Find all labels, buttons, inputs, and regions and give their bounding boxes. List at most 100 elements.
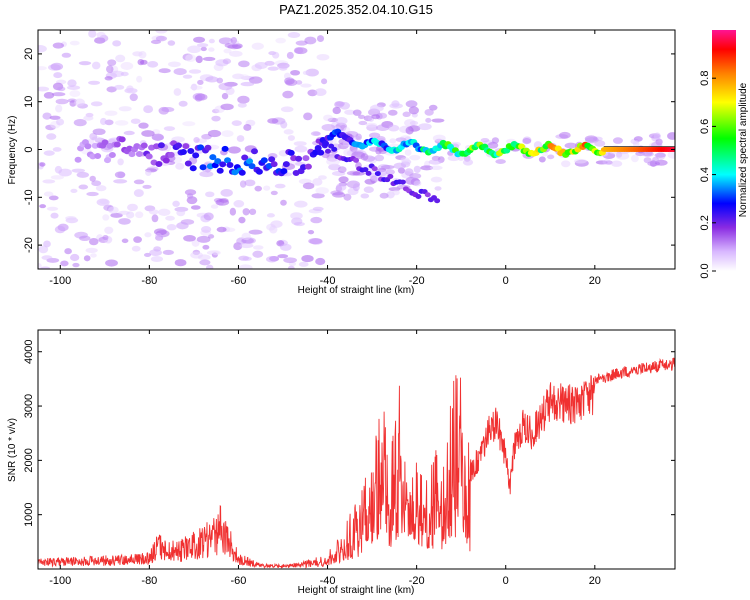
- colorbar-tick-label: 0.4: [699, 167, 711, 182]
- spectrogram-noise-cell: [89, 132, 98, 141]
- spectrogram-ridge-cell: [374, 171, 381, 177]
- spectrogram-noise-cell: [318, 175, 327, 180]
- spectrogram-noise-cell: [428, 104, 438, 111]
- spectrogram-noise-cell: [205, 76, 219, 83]
- spectrogram-noise-cell: [46, 206, 59, 211]
- spectrogram-noise-cell: [144, 232, 152, 238]
- spectrogram-noise-cell: [85, 247, 98, 253]
- spectrogram-noise-cell: [387, 124, 400, 132]
- spectrogram-noise-cell: [42, 179, 56, 184]
- spectrogram-noise-cell: [352, 109, 362, 116]
- spectrogram-noise-cell: [150, 255, 164, 262]
- spectrogram-noise-cell: [185, 54, 197, 62]
- spectrogram-noise-cell: [266, 256, 278, 263]
- spectrogram-noise-cell: [143, 105, 154, 114]
- spectrogram-noise-cell: [632, 140, 640, 148]
- spectrogram-noise-cell: [221, 92, 229, 100]
- spectrogram-noise-cell: [237, 95, 250, 104]
- spectrogram-noise-cell: [321, 123, 336, 131]
- spectrogram-noise-cell: [76, 171, 89, 178]
- spectrogram-noise-cell: [280, 199, 287, 206]
- spectrogram-noise-cell: [74, 98, 85, 107]
- spectrogram-noise-cell: [71, 168, 86, 173]
- spectrogram-ridge-cell: [371, 166, 378, 172]
- spectrogram-noise-cell: [147, 60, 159, 68]
- spectrogram-ridge-cell: [322, 140, 330, 147]
- spectrogram-ridge-cell: [113, 141, 121, 148]
- spectrogram-noise-cell: [193, 137, 200, 144]
- spectrogram-noise-cell: [110, 70, 125, 78]
- snr-x-tick-label: 0: [503, 575, 509, 587]
- spectrogram-ridge-cell: [135, 151, 143, 158]
- spectrogram-noise-cell: [237, 102, 247, 108]
- spectrogram-noise-cell: [162, 249, 175, 255]
- spectrogram-ridge-cell: [101, 139, 109, 146]
- spectrogram-noise-cell: [307, 229, 315, 235]
- spectrogram-noise-cell: [127, 203, 138, 212]
- spectrogram-noise-cell: [88, 80, 101, 85]
- spectrogram-noise-cell: [64, 248, 72, 255]
- spectrogram-noise-cell: [418, 123, 432, 131]
- spectrogram-noise-cell: [90, 101, 103, 107]
- spectrogram-noise-cell: [182, 121, 196, 127]
- spectrogram-noise-cell: [186, 193, 194, 199]
- spectrogram-noise-cell: [310, 216, 323, 224]
- spectrogram-noise-cell: [335, 101, 346, 107]
- spectrogram-noise-cell: [434, 186, 442, 191]
- spectrogram-noise-cell: [295, 80, 303, 85]
- spectrogram-noise-cell: [311, 193, 325, 199]
- spectrogram-noise-cell: [254, 185, 263, 192]
- spectrogram-noise-cell: [248, 229, 263, 235]
- spectrogram-noise-cell: [290, 69, 301, 76]
- spectrogram-noise-cell: [315, 187, 329, 195]
- spectrogram-ridge-cell: [434, 198, 441, 204]
- spectrogram-noise-cell: [375, 148, 382, 155]
- spectrogram-noise-cell: [278, 65, 288, 71]
- spectrogram-noise-cell: [323, 114, 333, 122]
- spectrogram-noise-cell: [286, 51, 294, 59]
- spectrogram-noise-cell: [269, 225, 278, 234]
- spectrogram-noise-cell: [83, 255, 91, 262]
- spectrogram-noise-cell: [50, 175, 64, 180]
- spectrogram-ridge-cell: [157, 142, 165, 149]
- spectrogram-ridge-cell: [226, 161, 234, 168]
- spectrogram-noise-cell: [105, 259, 118, 267]
- spectrogram-x-axis-title: Height of straight line (km): [298, 285, 415, 296]
- spectrogram-ridge-cell: [304, 163, 312, 170]
- spectrogram-noise-cell: [187, 45, 202, 54]
- spectrogram-noise-cell: [72, 262, 80, 268]
- spectrogram-noise-cell: [184, 189, 197, 196]
- spectrogram-noise-cell: [314, 88, 327, 97]
- spectrogram-noise-cell: [522, 138, 532, 145]
- spectrogram-noise-cell: [129, 93, 138, 102]
- spectrogram-noise-cell: [52, 42, 65, 49]
- spectrogram-noise-cell: [316, 53, 330, 61]
- spectrogram-ridge-cell: [94, 153, 102, 160]
- spectrogram-noise-cell: [43, 92, 55, 99]
- snr-panel: -100 -80 -60 -40 -20 0 20 1000 2000 3000 4000 Hei…: [7, 329, 676, 596]
- spectrogram-noise-cell: [243, 123, 252, 131]
- colorbar-ticks: 0.0 0.2 0.4 0.6 0.8: [699, 71, 716, 279]
- spectrogram-noise-cell: [355, 133, 362, 141]
- spectrogram-noise-cell: [55, 104, 63, 113]
- spectrogram-noise-cell: [315, 257, 326, 266]
- snr-x-tick-label: -40: [320, 575, 336, 587]
- spectrogram-noise-cell: [404, 149, 412, 156]
- spectrogram-noise-cell: [173, 68, 187, 76]
- spectrogram-ridge-cell: [224, 157, 232, 164]
- spectrogram-noise-cell: [57, 86, 66, 92]
- spectrogram-noise-cell: [143, 252, 152, 258]
- spectrogram-ridge-cell: [250, 148, 258, 155]
- spectrogram-noise-cell: [121, 238, 129, 244]
- spectrogram-noise-cell: [118, 210, 130, 215]
- spectrogram-ridge-cell: [162, 157, 170, 164]
- spectrogram-noise-cell: [123, 130, 135, 136]
- spectrogram-noise-cell: [38, 45, 47, 53]
- spectrogram-noise-cell: [107, 206, 119, 214]
- spectrogram-ridge-cell: [270, 161, 278, 168]
- spectrogram-noise-cell: [70, 188, 78, 194]
- spectrogram-noise-cell: [200, 225, 212, 233]
- spectrogram-noise-cell: [284, 77, 295, 85]
- spectrogram-noise-cell: [602, 159, 612, 165]
- spectrogram-noise-cell: [70, 253, 80, 262]
